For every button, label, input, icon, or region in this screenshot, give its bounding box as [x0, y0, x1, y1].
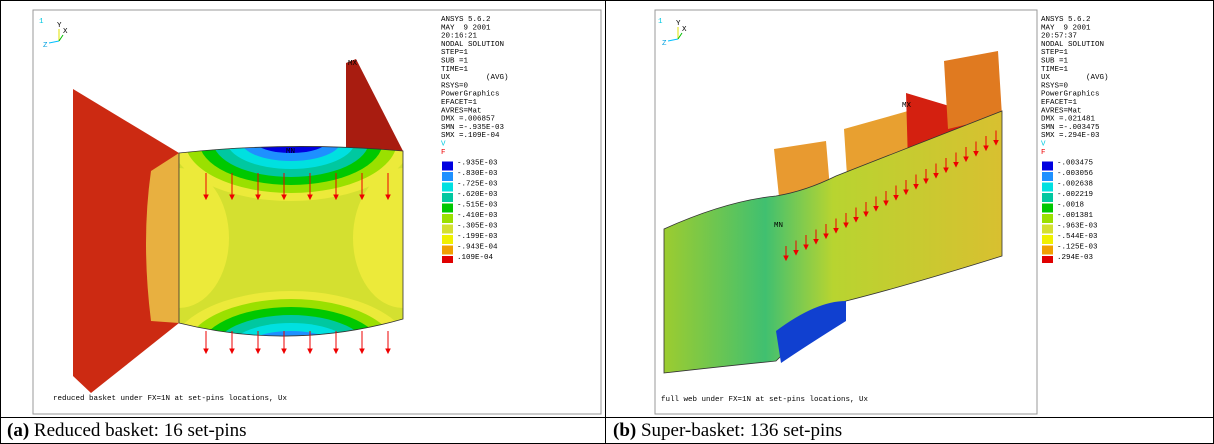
legend-label: -.935E-03 — [457, 160, 498, 168]
legend-swatch — [442, 246, 453, 255]
legend-label: -.943E-04 — [457, 244, 498, 252]
info-line: ANSYS 5.6.2 — [441, 16, 491, 24]
axis-label: X — [682, 26, 687, 34]
info-line: AVRES=Mat — [441, 107, 482, 115]
info-line: SMX =.109E-04 — [441, 132, 500, 140]
info-line: SMN =-.935E-03 — [441, 124, 505, 132]
legend-swatch — [442, 162, 453, 171]
legend-swatch — [442, 193, 453, 202]
axis-label: Y — [676, 20, 681, 28]
info-line: NODAL SOLUTION — [1041, 41, 1104, 49]
info-line: UX (AVG) — [441, 74, 509, 82]
legend-swatch — [1042, 193, 1053, 202]
legend-label: -.001381 — [1057, 212, 1094, 220]
symbol: V — [1041, 141, 1046, 149]
caption-text: Super-basket: 136 set-pins — [641, 420, 842, 441]
min-label: MN — [774, 222, 783, 230]
symbol: F — [441, 149, 446, 157]
info-line: EFACET=1 — [441, 99, 478, 107]
info-line: PowerGraphics — [441, 91, 500, 99]
caption-label: (a) — [7, 420, 29, 441]
legend-swatch — [1042, 256, 1053, 263]
plot-number: 1 — [658, 18, 663, 26]
info-line: RSYS=0 — [1041, 82, 1069, 90]
info-line: SUB =1 — [1041, 58, 1069, 66]
legend-label: -.544E-03 — [1057, 233, 1098, 241]
legend-label: -.725E-03 — [457, 181, 498, 189]
legend-label: -.0018 — [1057, 202, 1084, 210]
min-label: MN — [286, 148, 295, 156]
info-line: MAY 9 2001 — [441, 24, 491, 32]
legend-label: -.305E-03 — [457, 223, 498, 231]
info-line: PowerGraphics — [1041, 91, 1100, 99]
legend-label: -.199E-03 — [457, 233, 498, 241]
legend-label: -.830E-03 — [457, 170, 498, 178]
legend-swatch — [442, 256, 453, 263]
legend-label: .294E-03 — [1057, 254, 1094, 262]
legend-swatch — [442, 235, 453, 244]
legend-swatch — [1042, 183, 1053, 192]
legend-swatch — [1042, 225, 1053, 234]
plot-number: 1 — [39, 18, 44, 26]
footer-note: reduced basket under FX=1N at set-pins l… — [53, 395, 288, 403]
info-line: MAY 9 2001 — [1041, 24, 1091, 32]
axis-label: X — [63, 28, 68, 36]
info-line: SUB =1 — [441, 58, 469, 66]
axis-label: Z — [662, 40, 667, 48]
max-label: MX — [902, 102, 912, 110]
legend-label: -.515E-03 — [457, 202, 498, 210]
legend-label: -.125E-03 — [1057, 244, 1098, 252]
max-label: MX — [348, 60, 358, 68]
legend-swatch — [442, 214, 453, 223]
legend-swatch — [1042, 172, 1053, 181]
left-flap-shade — [146, 153, 179, 323]
legend-swatch — [1042, 214, 1053, 223]
legend-swatch — [1042, 246, 1053, 255]
info-line: NODAL SOLUTION — [441, 41, 504, 49]
legend-swatch — [442, 183, 453, 192]
divider — [1, 417, 1213, 418]
info-line: TIME=1 — [441, 66, 469, 74]
info-line: UX (AVG) — [1041, 74, 1109, 82]
info-line: SMX =.294E-03 — [1041, 132, 1100, 140]
legend-label: -.410E-03 — [457, 212, 498, 220]
axis-label: Z — [43, 42, 48, 50]
legend-swatch — [442, 225, 453, 234]
legend-swatch — [1042, 204, 1053, 213]
legend-swatch — [1042, 235, 1053, 244]
legend-label: -.620E-03 — [457, 191, 498, 199]
info-line: SMN =-.003475 — [1041, 124, 1100, 132]
info-line: TIME=1 — [1041, 66, 1069, 74]
info-line: STEP=1 — [1041, 49, 1069, 57]
info-line: 20:16:21 — [441, 33, 478, 41]
footer-note: full web under FX=1N at set-pins locatio… — [661, 396, 869, 404]
legend-label: -.002638 — [1057, 181, 1093, 189]
symbol: F — [1041, 149, 1046, 157]
legend-label: .109E-04 — [457, 254, 494, 262]
symbol: V — [441, 141, 446, 149]
info-line: DMX =.006857 — [441, 116, 495, 124]
legend-swatch — [442, 204, 453, 213]
info-line: 20:57:37 — [1041, 33, 1077, 41]
legend-label: -.003475 — [1057, 160, 1094, 168]
legend-label: -.002219 — [1057, 191, 1093, 199]
caption-text: Reduced basket: 16 set-pins — [34, 420, 247, 441]
info-line: ANSYS 5.6.2 — [1041, 16, 1091, 24]
legend-swatch — [442, 172, 453, 181]
caption: (a) Reduced basket: 16 set-pins — [7, 420, 247, 442]
legend-swatch — [1042, 162, 1053, 171]
caption: (b) Super-basket: 136 set-pins — [613, 420, 842, 442]
info-line: RSYS=0 — [441, 82, 469, 90]
info-line: EFACET=1 — [1041, 99, 1078, 107]
info-line: AVRES=Mat — [1041, 107, 1082, 115]
axis-label: Y — [57, 22, 62, 30]
legend-label: -.003056 — [1057, 170, 1094, 178]
info-line: DMX =.021481 — [1041, 116, 1096, 124]
legend-label: -.963E-03 — [1057, 223, 1098, 231]
figure: 1YZXANSYS 5.6.2MAY 9 200120:16:21NODAL S… — [0, 0, 1214, 444]
info-line: STEP=1 — [441, 49, 469, 57]
caption-label: (b) — [613, 420, 636, 441]
